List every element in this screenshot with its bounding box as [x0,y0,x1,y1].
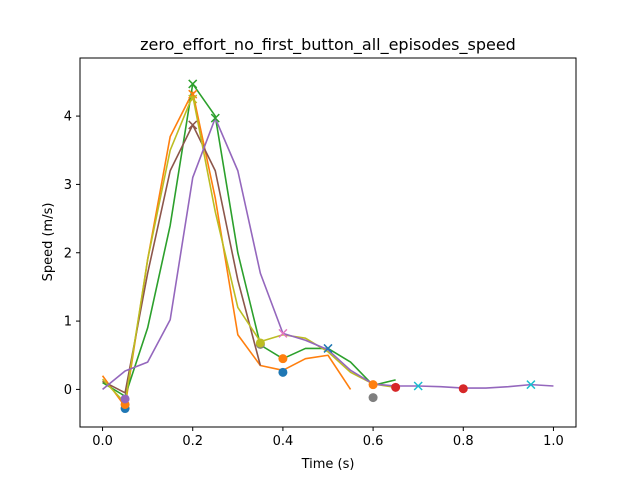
plot-area [101,79,554,414]
data-point-x-19 [526,380,536,390]
series-line-2 [102,124,262,394]
y-tick-label: 0 [64,383,72,398]
data-point-x-5 [188,94,198,104]
x-axis-label: Time (s) [301,457,355,472]
series-line-1 [102,83,396,398]
x-tick-label: 1.0 [543,434,564,449]
data-point-circle-11 [278,354,288,364]
y-tick-label: 3 [64,178,72,193]
data-point-x-12 [278,328,288,338]
series-line-4 [102,117,554,391]
data-point-x-17 [413,381,423,391]
data-point-circle-18 [458,384,468,394]
y-tick-label: 2 [64,246,72,261]
data-point-circle-9 [255,338,265,348]
y-axis-label: Speed (m/s) [41,203,56,282]
series-line-3 [101,94,396,404]
y-tick-label: 4 [64,110,72,125]
x-tick-label: 0.2 [182,434,203,449]
data-point-circle-14 [368,393,378,403]
data-point-circle-2 [120,394,130,404]
y-tick-label: 1 [64,315,72,330]
x-tick-label: 0.8 [453,434,474,449]
chart-title: zero_effort_no_first_button_all_episodes… [140,35,516,55]
data-point-x-7 [210,113,220,123]
data-point-circle-16 [391,382,401,392]
data-point-circle-15 [368,380,378,390]
data-point-x-13 [323,343,333,353]
data-point-x-6 [188,120,198,130]
data-point-x-3 [188,79,198,89]
axis-ticks: 0.0 0.2 0.4 0.6 0.8 1.0 0 1 2 3 4 [64,110,564,449]
x-tick-label: 0.6 [363,434,384,449]
plot-frame [79,57,577,428]
x-tick-label: 0.4 [273,434,294,449]
x-tick-label: 0.0 [92,434,113,449]
data-point-circle-10 [278,367,288,377]
